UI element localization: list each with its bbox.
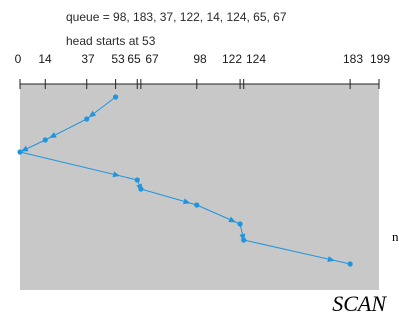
path-arrowhead — [20, 145, 29, 152]
axis-tick-label: 183 — [343, 52, 363, 66]
head-position-point — [84, 116, 90, 122]
axis-tick-label: 53 — [111, 52, 125, 66]
axis-tick-label: 14 — [38, 52, 52, 66]
head-start-text: head starts at 53 — [66, 34, 156, 48]
axis-tick-label: 65 — [127, 52, 141, 66]
axis-tick-label: 199 — [370, 52, 390, 66]
path-arrowhead — [327, 256, 335, 262]
axis-tick-label: 122 — [222, 52, 242, 66]
path-arrowhead — [228, 216, 236, 223]
axis-tick-label: 67 — [145, 52, 159, 66]
cropped-edge-text: n — [392, 229, 399, 244]
path-arrowhead — [88, 110, 97, 118]
axis-tick-label: 37 — [81, 52, 95, 66]
axis-tick-label: 0 — [15, 52, 22, 66]
queue-text: queue = 98, 183, 37, 122, 14, 124, 65, 6… — [66, 10, 287, 24]
path-arrowhead — [49, 132, 57, 139]
figure-caption: SCAN — [332, 291, 387, 316]
head-position-point — [194, 202, 200, 208]
head-position-point — [241, 237, 247, 243]
axis-tick-label: 124 — [246, 52, 266, 66]
head-path-line — [19, 96, 351, 265]
head-movement-path — [17, 94, 353, 267]
head-position-point — [134, 177, 140, 183]
plot-panel — [20, 84, 379, 290]
path-arrowhead — [182, 198, 191, 205]
head-position-point — [42, 137, 48, 143]
cylinder-axis: 0 14 37 53 65 67 98 122 124 183 199 — [15, 52, 390, 89]
head-position-point — [138, 186, 144, 192]
axis-tick-label: 98 — [193, 52, 207, 66]
path-arrowhead — [112, 171, 121, 178]
head-position-point — [17, 149, 23, 155]
head-position-point — [347, 261, 353, 267]
head-position-point — [237, 221, 243, 227]
head-position-point — [113, 94, 119, 100]
